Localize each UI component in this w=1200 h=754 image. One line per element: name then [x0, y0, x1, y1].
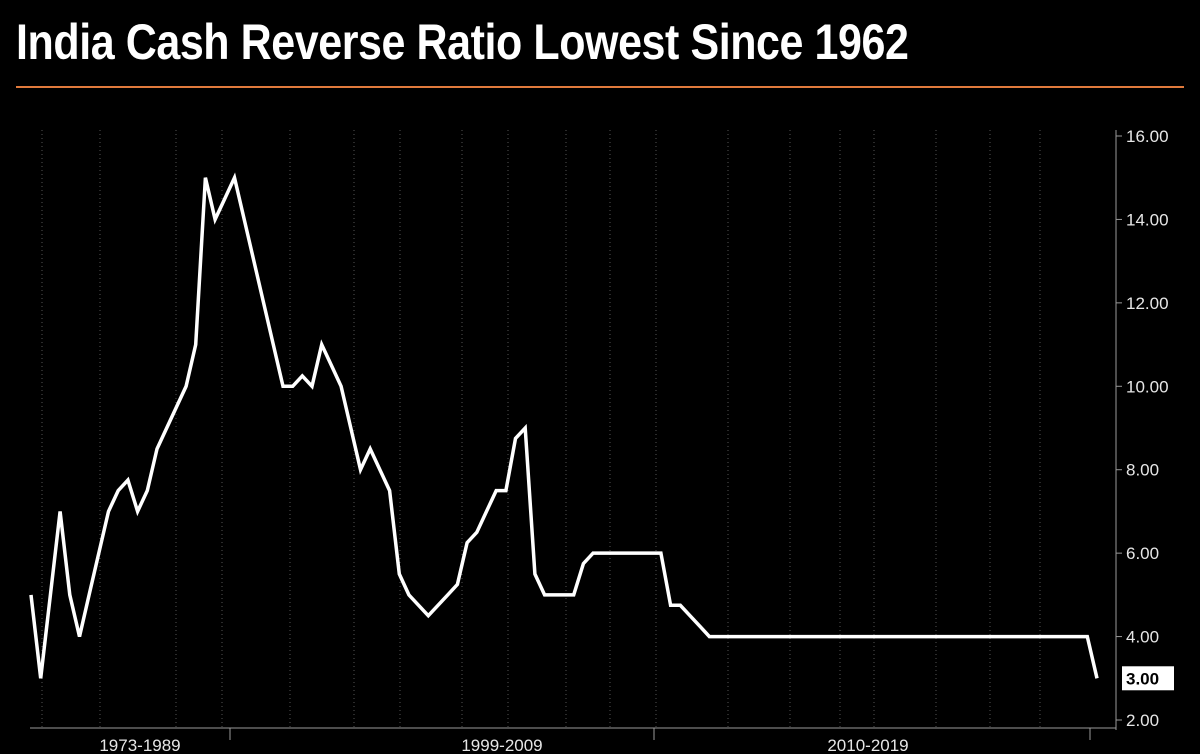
- last-value-label: 3.00: [1126, 669, 1159, 688]
- title-divider: [16, 86, 1184, 88]
- y-axis: 2.00 4.00 6.00 8.00 10.00 12.00 14.00 16.00 3.00: [1115, 127, 1174, 730]
- series-layer: [29, 172, 1099, 679]
- y-tick-label: 16.00: [1126, 127, 1169, 146]
- y-tick-label: 6.00: [1126, 544, 1159, 563]
- y-tick-label: 2.00: [1126, 711, 1159, 730]
- series-line: [29, 172, 1099, 679]
- x-period-label: 2010-2019: [827, 736, 908, 754]
- chart-title: India Cash Reverse Ratio Lowest Since 19…: [16, 14, 909, 70]
- x-period-label: 1999-2009: [461, 736, 542, 754]
- y-tick-label: 8.00: [1126, 461, 1159, 480]
- y-tick-label: 10.00: [1126, 377, 1169, 396]
- y-tick-label: 4.00: [1126, 628, 1159, 647]
- y-tick-label: 14.00: [1126, 210, 1169, 229]
- y-tick-label: 12.00: [1126, 294, 1169, 313]
- last-value-badge: [1122, 666, 1174, 691]
- x-axis: 1973-1989 1999-2009 2010-2019: [30, 727, 1116, 754]
- x-period-label: 1973-1989: [99, 736, 180, 754]
